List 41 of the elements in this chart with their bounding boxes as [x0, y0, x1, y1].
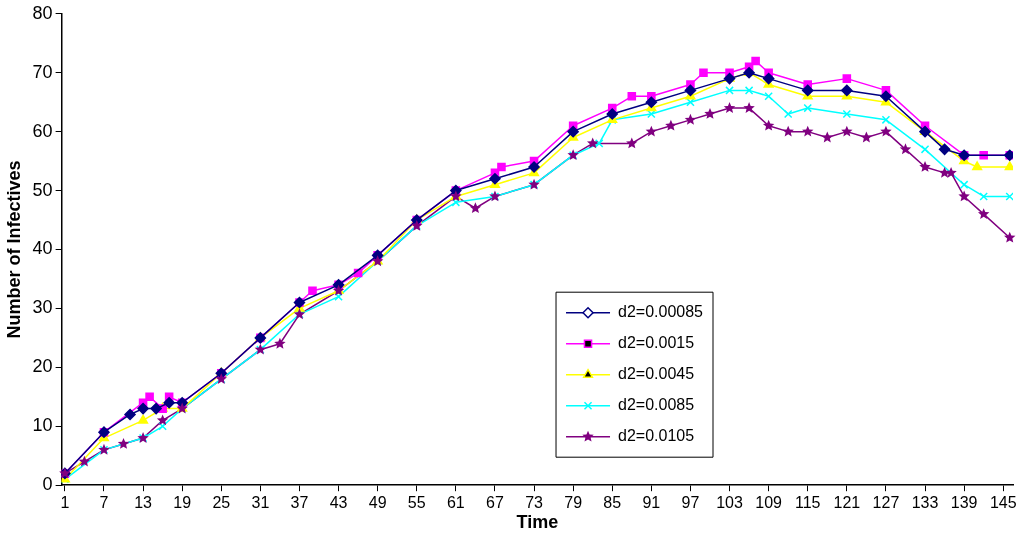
- x-tick-label: 43: [329, 494, 348, 512]
- y-tick-label: 30: [32, 297, 53, 318]
- y-tick-label: 80: [32, 2, 53, 23]
- x-tick-label: 139: [950, 494, 978, 512]
- x-tick-label: 121: [833, 494, 861, 512]
- x-tick-label: 61: [446, 494, 465, 512]
- y-tick-label: 10: [32, 415, 53, 436]
- x-tick-label: 91: [642, 494, 661, 512]
- x-tick-label: 79: [564, 494, 583, 512]
- y-tick-label: 40: [32, 238, 53, 259]
- x-tick-label: 145: [989, 494, 1017, 512]
- legend-label: d2=0.0045: [618, 365, 695, 383]
- x-tick-label: 25: [212, 494, 231, 512]
- x-tick-label: 97: [681, 494, 700, 512]
- y-tick-label: 0: [42, 474, 53, 495]
- y-tick-label: 50: [32, 179, 53, 200]
- x-tick-label: 115: [794, 494, 821, 512]
- y-tick-label: 60: [32, 120, 53, 141]
- x-axis-title: Time: [516, 512, 559, 533]
- x-tick-label: 55: [407, 494, 426, 512]
- x-tick-label: 13: [134, 494, 153, 512]
- legend-label: d2=0.0015: [618, 334, 695, 352]
- y-tick-label: 70: [32, 61, 53, 82]
- x-tick-label: 109: [755, 494, 783, 512]
- x-tick-label: 49: [368, 494, 387, 512]
- legend-label: d2=0.0085: [618, 396, 695, 414]
- x-tick-label: 133: [911, 494, 939, 512]
- x-tick-label: 103: [716, 494, 743, 512]
- x-tick-label: 73: [525, 494, 544, 512]
- y-tick-label: 20: [32, 356, 53, 377]
- x-tick-label: 31: [251, 494, 270, 512]
- x-tick-label: 7: [99, 494, 109, 512]
- x-tick-label: 37: [290, 494, 309, 512]
- legend-label: d2=0.0105: [618, 427, 695, 445]
- x-tick-label: 19: [173, 494, 192, 512]
- y-axis-title: Number of Infectives: [3, 160, 24, 339]
- x-tick-label: 85: [603, 494, 622, 512]
- x-tick-label: 127: [872, 494, 900, 512]
- legend-label: d2=0.00085: [618, 303, 704, 321]
- x-tick-label: 1: [60, 494, 70, 512]
- x-tick-label: 67: [486, 494, 504, 512]
